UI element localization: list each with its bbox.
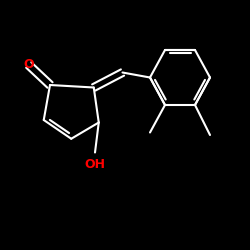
Text: OH: OH [84,158,105,171]
Text: O: O [24,58,34,71]
